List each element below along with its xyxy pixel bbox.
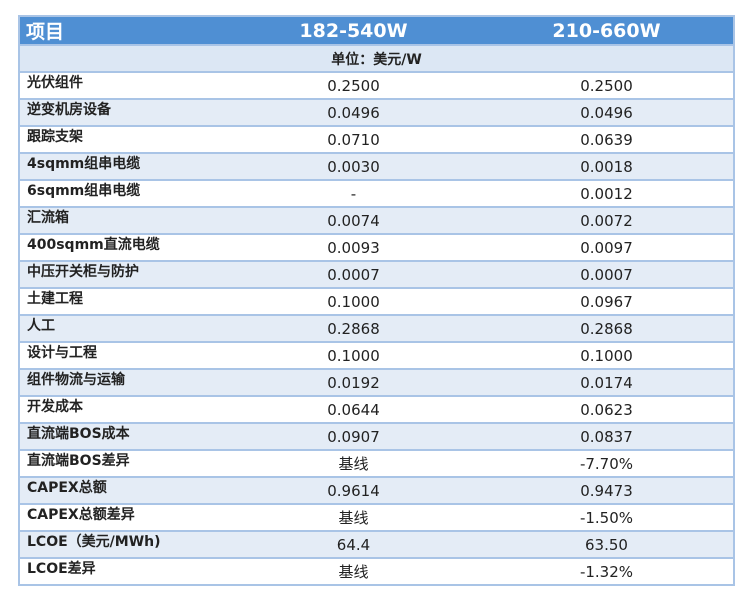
row-label: 土建工程 (19, 288, 227, 316)
table-row: 4sqmm组串电缆 0.0030 0.0018 (19, 153, 734, 181)
table-row: 设计与工程 0.1000 0.1000 (19, 342, 734, 370)
table-row: 400sqmm直流电缆 0.0093 0.0097 (19, 234, 734, 262)
row-value-210-660w: 0.2500 (480, 72, 734, 100)
row-value-182-540w: 基线 (227, 504, 480, 532)
row-value-210-660w: 0.0012 (480, 180, 734, 208)
row-label: LCOE差异 (19, 558, 227, 586)
row-label: 6sqmm组串电缆 (19, 180, 227, 208)
row-value-182-540w: 0.9614 (227, 477, 480, 505)
table-row: 人工 0.2868 0.2868 (19, 315, 734, 343)
row-value-182-540w: 基线 (227, 558, 480, 586)
table-row: 直流端BOS成本 0.0907 0.0837 (19, 423, 734, 451)
row-label: 400sqmm直流电缆 (19, 234, 227, 262)
table-row: CAPEX总额 0.9614 0.9473 (19, 477, 734, 505)
row-value-210-660w: -7.70% (480, 450, 734, 478)
unit-row: 单位：美元/W (19, 45, 734, 73)
row-value-182-540w: 0.0644 (227, 396, 480, 424)
unit-label: 单位：美元/W (19, 45, 734, 73)
row-value-182-540w: - (227, 180, 480, 208)
row-value-182-540w: 0.0907 (227, 423, 480, 451)
row-label: 人工 (19, 315, 227, 343)
row-value-182-540w: 0.0074 (227, 207, 480, 235)
row-label: 设计与工程 (19, 342, 227, 370)
row-value-210-660w: 0.0837 (480, 423, 734, 451)
row-value-210-660w: 0.0072 (480, 207, 734, 235)
row-label: 跟踪支架 (19, 126, 227, 154)
header-col1: 182-540W (227, 16, 480, 46)
table-row: 光伏组件 0.2500 0.2500 (19, 72, 734, 100)
table-row: LCOE差异 基线 -1.32% (19, 558, 734, 586)
row-label: CAPEX总额 (19, 477, 227, 505)
row-value-210-660w: 0.0496 (480, 99, 734, 127)
row-value-182-540w: 64.4 (227, 531, 480, 559)
row-value-182-540w: 0.0007 (227, 261, 480, 289)
table-row: 跟踪支架 0.0710 0.0639 (19, 126, 734, 154)
row-value-210-660w: 0.2868 (480, 315, 734, 343)
header-row: 项目 182-540W 210-660W (19, 16, 734, 46)
table-row: 汇流箱 0.0074 0.0072 (19, 207, 734, 235)
table-row: CAPEX总额差异 基线 -1.50% (19, 504, 734, 532)
row-value-182-540w: 0.0093 (227, 234, 480, 262)
row-value-210-660w: 0.0007 (480, 261, 734, 289)
row-value-182-540w: 0.0192 (227, 369, 480, 397)
row-value-210-660w: 0.1000 (480, 342, 734, 370)
row-value-182-540w: 0.2868 (227, 315, 480, 343)
header-item: 项目 (19, 16, 227, 46)
row-value-210-660w: 0.9473 (480, 477, 734, 505)
row-label: CAPEX总额差异 (19, 504, 227, 532)
row-value-182-540w: 0.0030 (227, 153, 480, 181)
row-label: 直流端BOS差异 (19, 450, 227, 478)
table-row: 土建工程 0.1000 0.0967 (19, 288, 734, 316)
row-value-210-660w: 0.0097 (480, 234, 734, 262)
row-label: 4sqmm组串电缆 (19, 153, 227, 181)
row-value-182-540w: 0.2500 (227, 72, 480, 100)
row-label: 逆变机房设备 (19, 99, 227, 127)
table-row: 中压开关柜与防护 0.0007 0.0007 (19, 261, 734, 289)
row-label: LCOE（美元/MWh) (19, 531, 227, 559)
row-value-182-540w: 0.0710 (227, 126, 480, 154)
row-value-210-660w: 0.0174 (480, 369, 734, 397)
table-row: 6sqmm组串电缆 -0.0012 (19, 180, 734, 208)
row-value-210-660w: 63.50 (480, 531, 734, 559)
table-row: 组件物流与运输 0.0192 0.0174 (19, 369, 734, 397)
row-label: 光伏组件 (19, 72, 227, 100)
row-value-210-660w: -1.50% (480, 504, 734, 532)
row-value-210-660w: 0.0967 (480, 288, 734, 316)
row-value-182-540w: 基线 (227, 450, 480, 478)
table-row: 开发成本 0.0644 0.0623 (19, 396, 734, 424)
table-row: 逆变机房设备 0.0496 0.0496 (19, 99, 734, 127)
row-label: 开发成本 (19, 396, 227, 424)
cost-comparison-table: 项目 182-540W 210-660W 单位：美元/W 光伏组件 0.2500 0… (18, 15, 735, 586)
row-label: 直流端BOS成本 (19, 423, 227, 451)
row-value-182-540w: 0.1000 (227, 342, 480, 370)
row-value-182-540w: 0.1000 (227, 288, 480, 316)
row-label: 中压开关柜与防护 (19, 261, 227, 289)
row-value-210-660w: -1.32% (480, 558, 734, 586)
row-label: 组件物流与运输 (19, 369, 227, 397)
row-value-210-660w: 0.0623 (480, 396, 734, 424)
row-value-210-660w: 0.0639 (480, 126, 734, 154)
row-value-182-540w: 0.0496 (227, 99, 480, 127)
table-row: LCOE（美元/MWh) 64.4 63.50 (19, 531, 734, 559)
header-col2: 210-660W (480, 16, 734, 46)
row-value-210-660w: 0.0018 (480, 153, 734, 181)
table-row: 直流端BOS差异 基线 -7.70% (19, 450, 734, 478)
row-label: 汇流箱 (19, 207, 227, 235)
